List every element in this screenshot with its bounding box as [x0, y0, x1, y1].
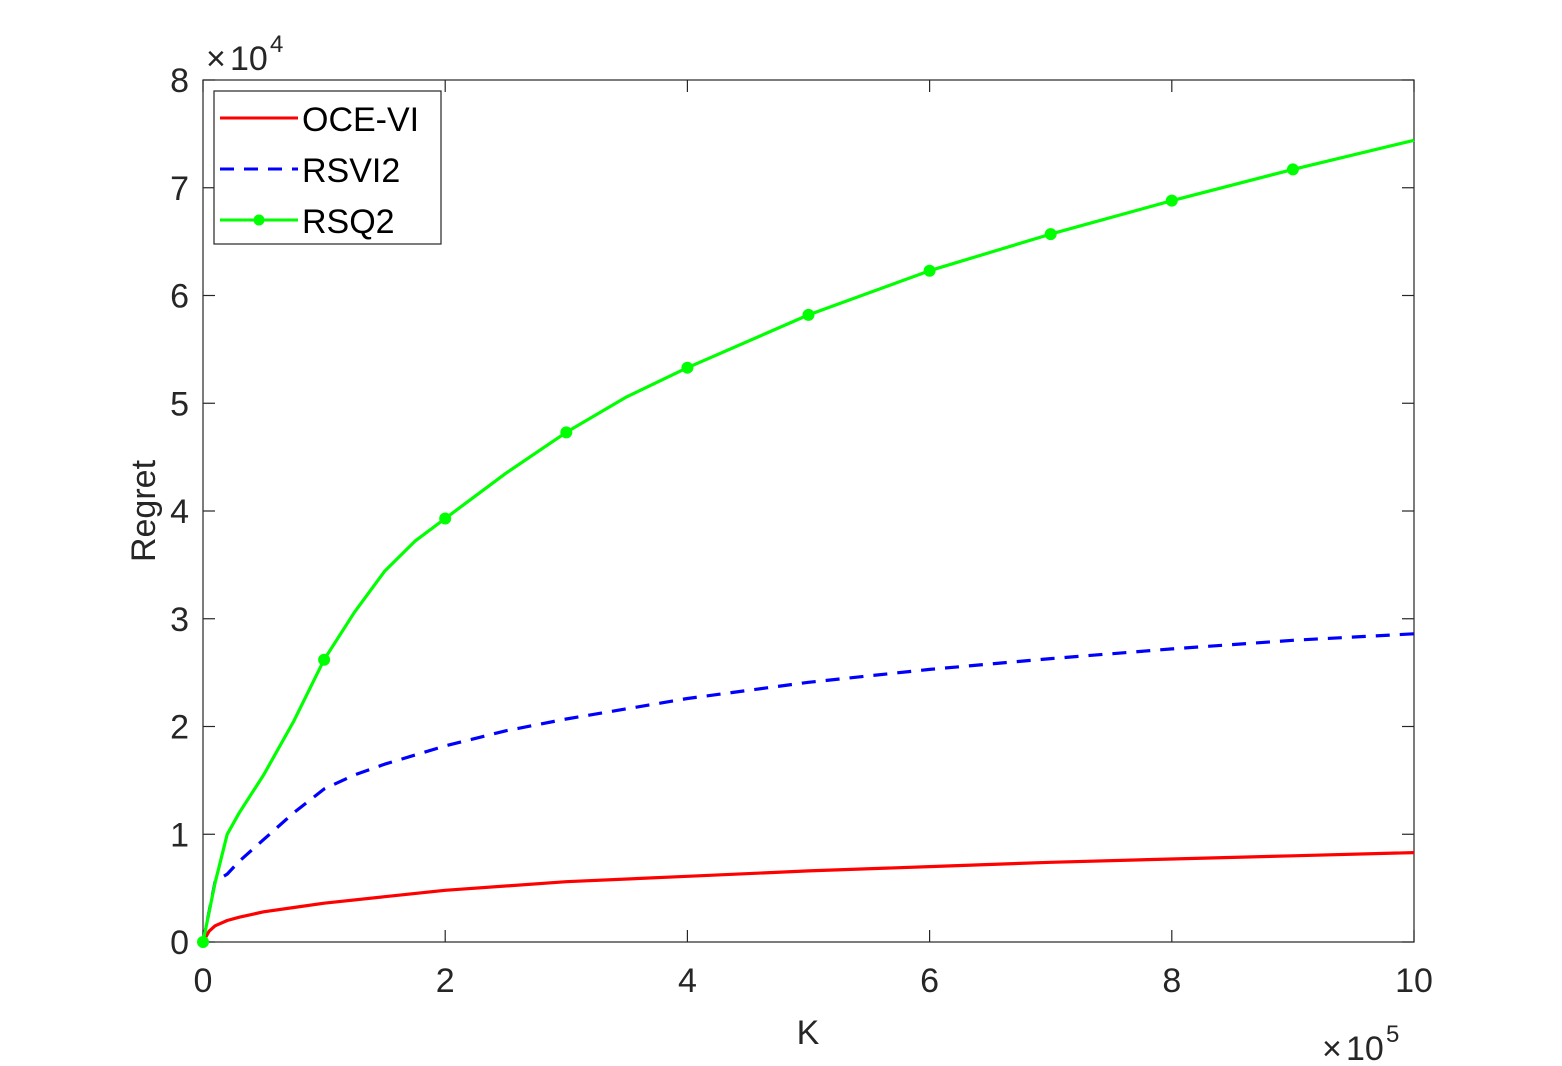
series-marker-rsq2 [681, 361, 694, 374]
y-tick-label: 1 [170, 816, 189, 854]
y-tick-label: 4 [170, 493, 189, 531]
x-tick-label: 2 [436, 962, 455, 1000]
series-marker-rsq2 [1044, 228, 1057, 241]
legend-label-rsq2: RSQ2 [302, 203, 395, 241]
y-tick-label: 2 [170, 709, 189, 747]
legend-label-rsvi2: RSVI2 [302, 152, 400, 190]
legend-item-rsvi2: RSVI2 [220, 152, 400, 190]
series-line-rsvi2 [201, 632, 1415, 943]
x-multiplier: × 10 5 [1322, 1021, 1399, 1066]
x-axis-label: K [797, 1014, 820, 1052]
x-multiplier-times: × [1322, 1030, 1342, 1066]
legend-item-rsq2: RSQ2 [220, 203, 395, 241]
legend-item-oce-vi: OCE-VI [220, 101, 419, 139]
x-tick-label: 4 [678, 962, 697, 1000]
x-multiplier-base: 10 [1346, 1030, 1384, 1066]
x-tick-label: 8 [1162, 962, 1181, 1000]
y-tick-label: 7 [170, 170, 189, 208]
series-marker-rsq2 [1165, 194, 1178, 207]
series-marker-rsq2 [1286, 163, 1299, 176]
y-multiplier: × 10 4 [206, 31, 283, 78]
series-marker-rsq2 [802, 308, 815, 321]
series-marker-rsq2 [439, 512, 452, 525]
x-tick-label: 10 [1395, 962, 1433, 1000]
y-multiplier-times: × [206, 40, 226, 78]
y-tick-label: 0 [170, 924, 189, 962]
legend-marker-rsq2 [253, 214, 265, 226]
series-layer [197, 138, 1415, 948]
series-marker-rsq2 [560, 426, 573, 439]
x-tick-label: 6 [920, 962, 939, 1000]
legend-label-oce-vi: OCE-VI [302, 101, 419, 139]
x-multiplier-exponent: 5 [1386, 1021, 1399, 1048]
series-marker-rsq2 [318, 653, 331, 666]
legend: OCE-VI RSVI2 RSQ2 [213, 90, 442, 245]
y-tick-label: 5 [170, 385, 189, 423]
x-tick-label: 0 [194, 962, 213, 1000]
y-multiplier-base: 10 [230, 40, 268, 78]
series-marker-rsq2 [923, 264, 936, 277]
axis-ticks: 0 2 4 6 8 10 0 1 2 3 4 5 6 7 8 [170, 62, 1433, 1000]
y-multiplier-exponent: 4 [270, 31, 283, 58]
y-tick-label: 8 [170, 62, 189, 100]
series-line-oce-vi [201, 851, 1415, 943]
y-axis-label: Regret [125, 459, 163, 562]
y-tick-label: 3 [170, 601, 189, 639]
series-marker-rsq2 [197, 936, 209, 948]
y-tick-label: 6 [170, 278, 189, 316]
